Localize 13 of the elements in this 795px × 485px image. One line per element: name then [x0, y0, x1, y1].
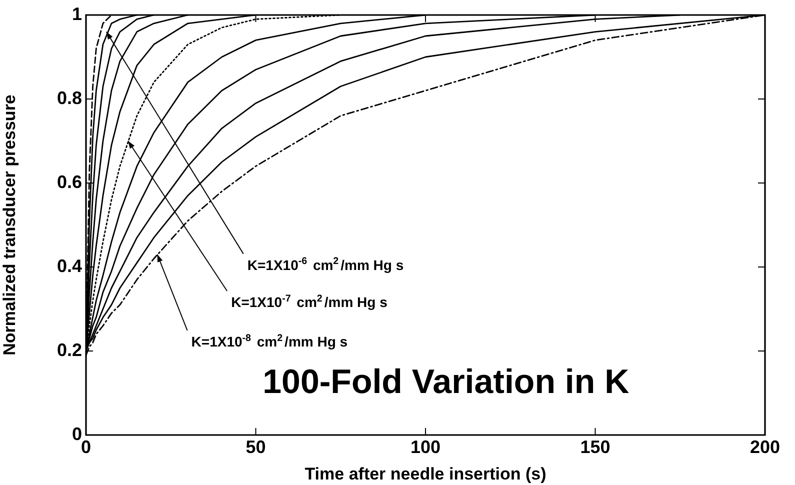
x-tick-label: 100 — [410, 436, 441, 457]
y-tick-label: 0 — [72, 424, 82, 444]
x-tick-label: 50 — [246, 436, 266, 457]
y-tick-label: 0.4 — [56, 256, 82, 276]
x-axis-title: Time after needle insertion (s) — [304, 464, 546, 484]
y-tick-label: 0.8 — [56, 88, 82, 108]
x-tick-label: 200 — [750, 436, 780, 457]
y-tick-label: 0.6 — [56, 172, 82, 192]
y-axis-title: Normalized transducer pressure — [0, 94, 19, 356]
y-tick-label: 1 — [72, 4, 82, 24]
text: 100-Fold Variation in K — [262, 363, 630, 401]
y-tick-label: 0.2 — [56, 340, 82, 360]
x-tick-label: 150 — [580, 436, 610, 457]
